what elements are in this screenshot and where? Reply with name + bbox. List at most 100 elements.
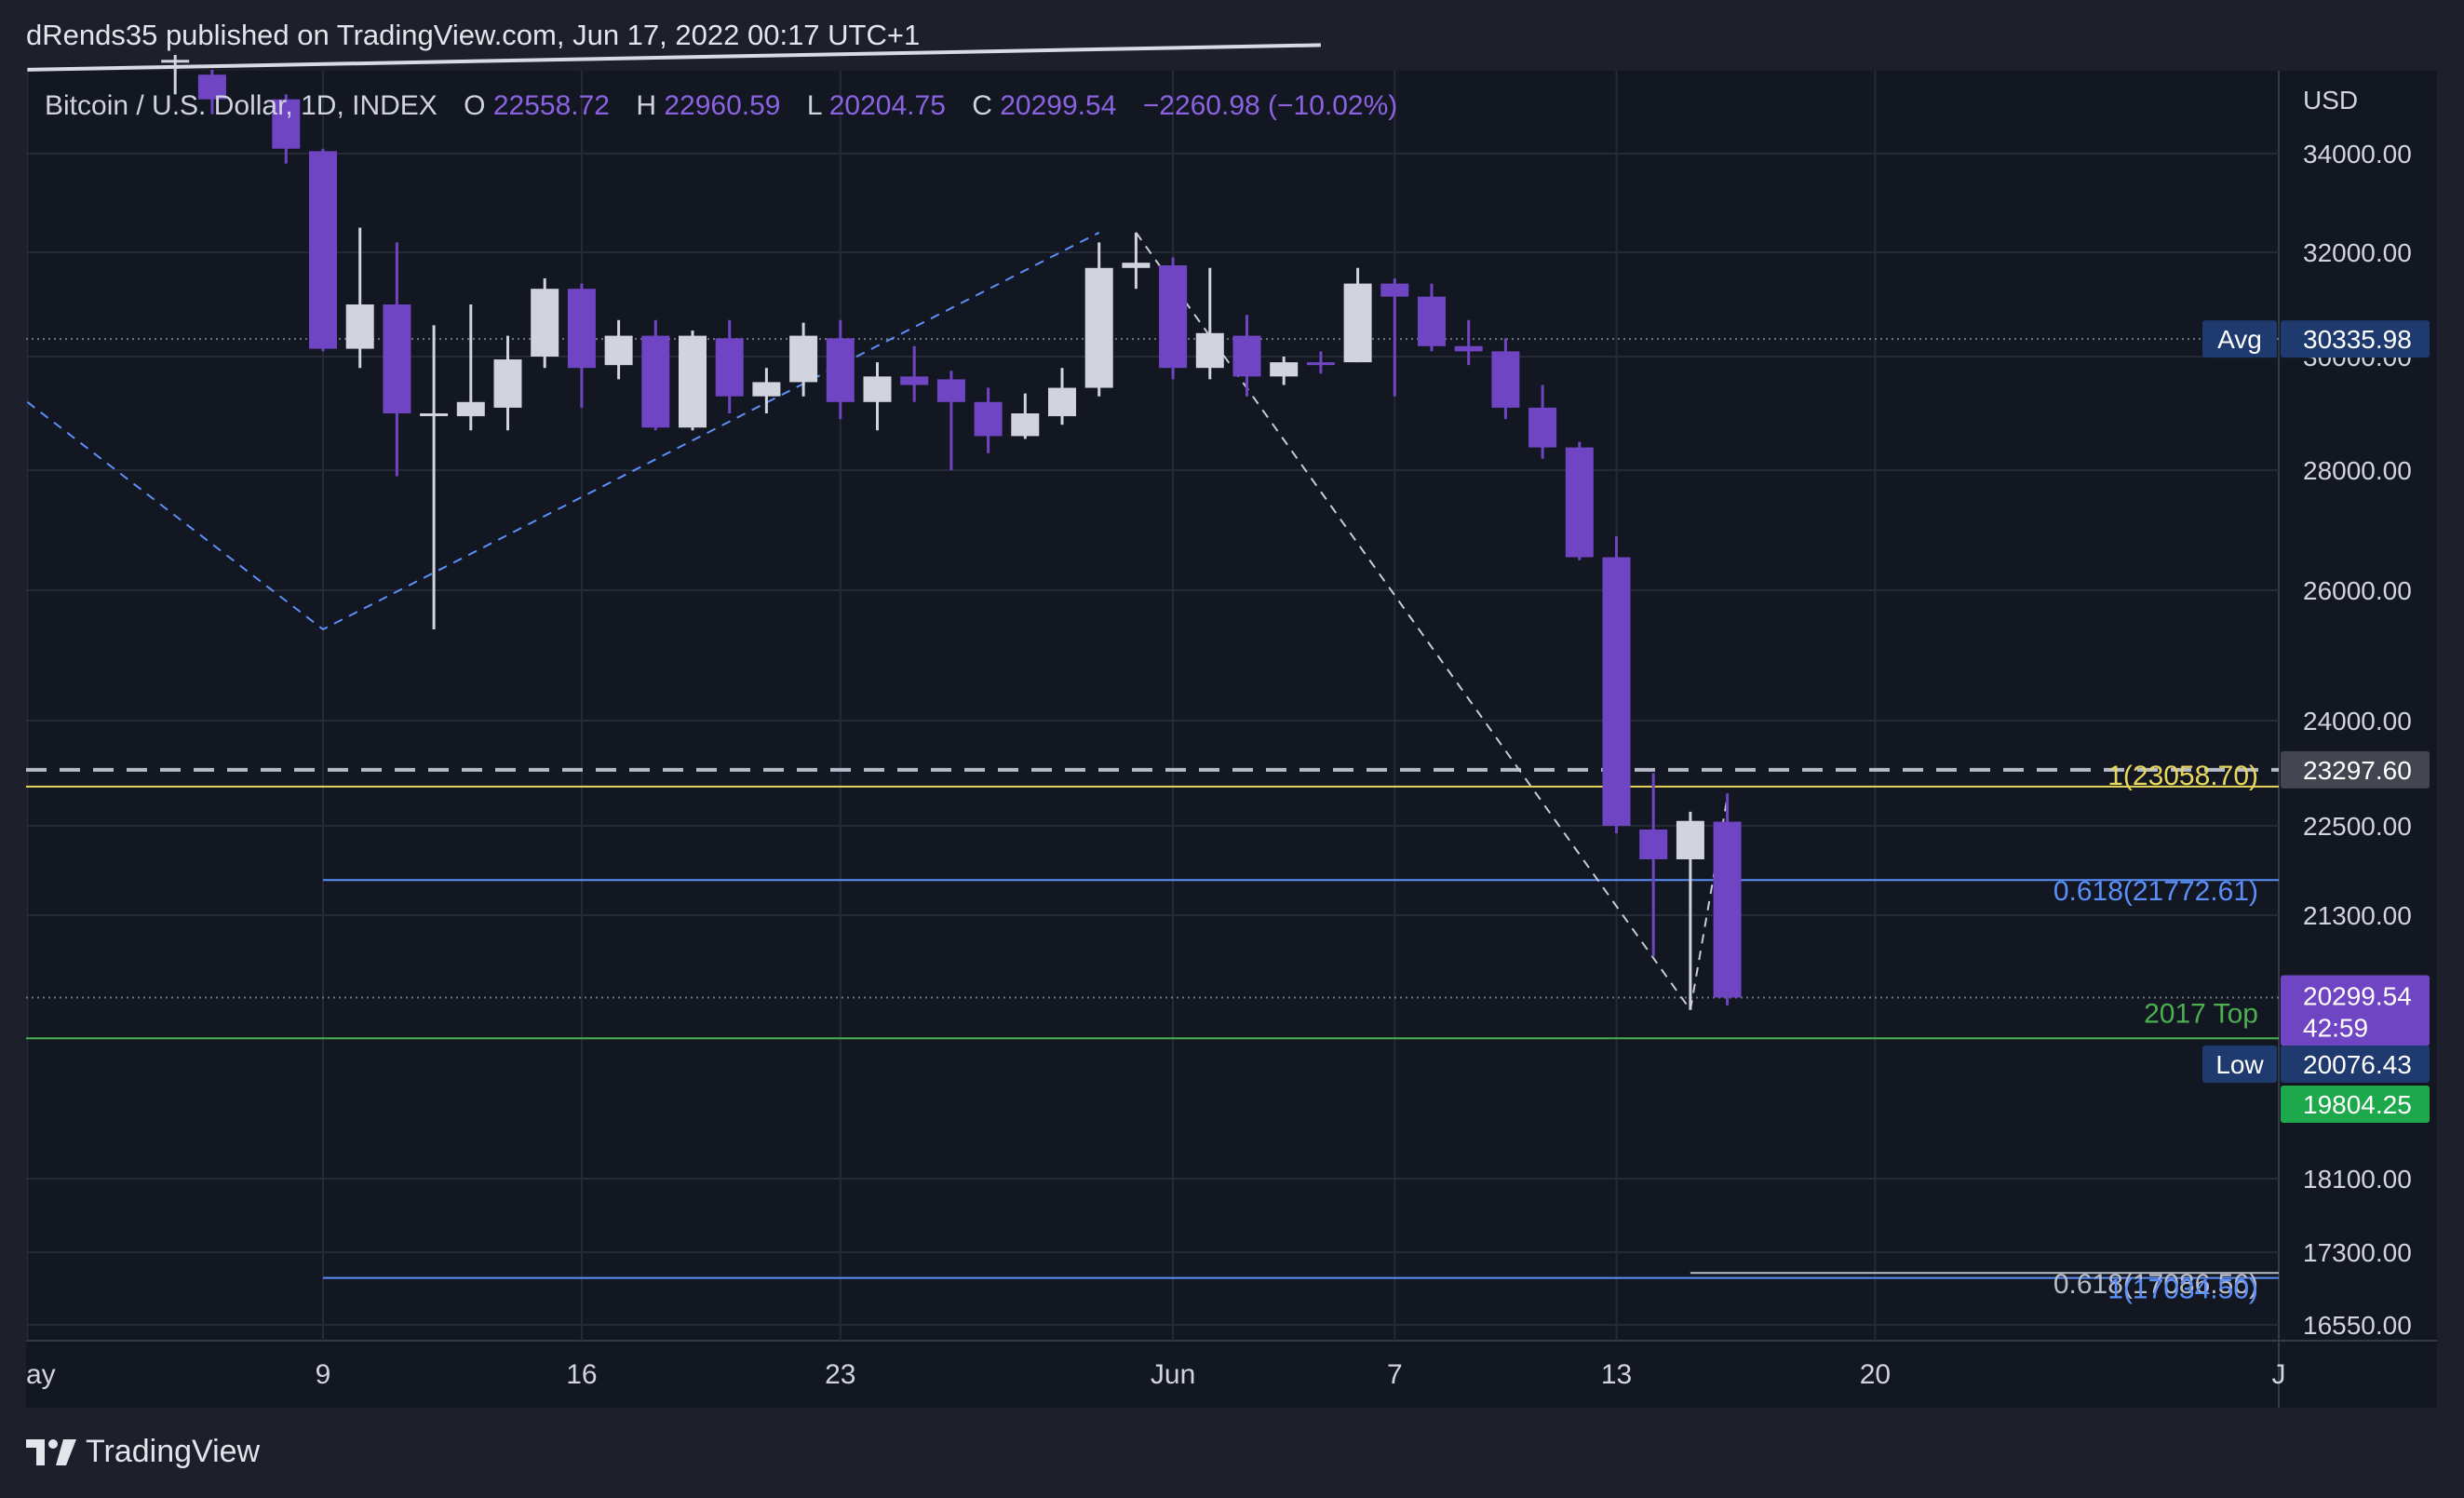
candle-body bbox=[345, 304, 374, 349]
candle-body bbox=[567, 289, 596, 369]
candle[interactable] bbox=[900, 345, 929, 402]
candle-body bbox=[863, 376, 892, 402]
candle-body bbox=[1418, 296, 1446, 346]
candle[interactable] bbox=[1048, 368, 1076, 425]
candle-body bbox=[1454, 345, 1483, 352]
trendline-blue-dashed-zigzag bbox=[26, 231, 1100, 631]
candle[interactable] bbox=[1491, 338, 1520, 420]
candle-body bbox=[936, 379, 965, 402]
low-side-tag-box bbox=[2202, 1046, 2277, 1083]
candle-body bbox=[1343, 283, 1372, 363]
candle[interactable] bbox=[1159, 257, 1188, 380]
candle-body bbox=[1676, 820, 1704, 859]
candle[interactable] bbox=[272, 94, 301, 164]
dashed-price-tag[interactable]: 23297.60 bbox=[2281, 750, 2430, 789]
candle[interactable] bbox=[1270, 357, 1299, 385]
candle[interactable] bbox=[531, 278, 559, 369]
tradingview-logo-icon bbox=[26, 1438, 76, 1465]
currency-label: USD bbox=[2303, 86, 2358, 115]
candle[interactable] bbox=[456, 304, 485, 431]
candle[interactable] bbox=[679, 331, 707, 431]
candle[interactable] bbox=[161, 55, 190, 95]
candle[interactable] bbox=[1454, 319, 1483, 366]
y-tick-label: 17300.00 bbox=[2303, 1238, 2412, 1267]
candle-body bbox=[604, 335, 633, 366]
candle[interactable] bbox=[1011, 393, 1040, 439]
footer bbox=[0, 1408, 2464, 1498]
y-tick-label: 22500.00 bbox=[2303, 812, 2412, 841]
candle[interactable] bbox=[715, 319, 744, 413]
candle-body bbox=[974, 401, 1003, 437]
candle[interactable] bbox=[604, 319, 633, 380]
candle-body bbox=[1565, 447, 1594, 558]
candle[interactable] bbox=[826, 319, 855, 420]
candle[interactable] bbox=[1380, 278, 1409, 397]
tradingview-logo[interactable]: TradingView bbox=[26, 1434, 260, 1470]
candle-body bbox=[1011, 413, 1040, 437]
candle[interactable] bbox=[197, 69, 226, 115]
top-price-tag[interactable]: 19804.25 bbox=[2281, 1086, 2430, 1123]
candle[interactable] bbox=[1343, 267, 1372, 363]
candle[interactable] bbox=[1122, 232, 1151, 290]
candle[interactable] bbox=[1639, 773, 1668, 957]
y-tick-label: 24000.00 bbox=[2303, 707, 2412, 736]
candle-body bbox=[1159, 265, 1188, 369]
candle[interactable] bbox=[420, 325, 449, 629]
candle[interactable] bbox=[752, 368, 781, 413]
candle-body bbox=[789, 335, 818, 383]
candle[interactable] bbox=[789, 322, 818, 397]
candle[interactable] bbox=[383, 242, 411, 477]
candle[interactable] bbox=[1565, 441, 1594, 560]
svg-text:Bitcoin / U.S. Dollar, 1D, IND: Bitcoin / U.S. Dollar, 1D, INDEX O 22558… bbox=[45, 90, 1397, 121]
legend-low-label: L bbox=[807, 90, 822, 121]
x-tick-label: ay bbox=[26, 1359, 56, 1390]
candle-body bbox=[531, 289, 559, 357]
candle[interactable] bbox=[1195, 267, 1224, 380]
legend-low: 20204.75 bbox=[829, 90, 946, 121]
y-tick-label: 28000.00 bbox=[2303, 456, 2412, 485]
low-side-tag-text: Low bbox=[2215, 1050, 2264, 1079]
legend-high-label: H bbox=[636, 90, 656, 121]
candle[interactable] bbox=[641, 319, 670, 431]
candle[interactable] bbox=[936, 371, 965, 470]
candle-body bbox=[1639, 830, 1668, 859]
candle[interactable] bbox=[1306, 351, 1335, 374]
low-price-value: 20076.43 bbox=[2303, 1050, 2412, 1079]
candle[interactable] bbox=[567, 283, 596, 408]
candle[interactable] bbox=[1232, 315, 1261, 397]
candle[interactable] bbox=[1528, 385, 1557, 459]
last-price-timer: 42:59 bbox=[2303, 1013, 2368, 1042]
tradingview-brand: TradingView bbox=[86, 1434, 261, 1469]
candle[interactable] bbox=[1084, 242, 1113, 397]
y-tick-label: 18100.00 bbox=[2303, 1165, 2412, 1194]
candle-body bbox=[456, 401, 485, 417]
candle[interactable] bbox=[863, 362, 892, 431]
candle-body bbox=[1528, 407, 1557, 448]
candle-body bbox=[679, 335, 707, 428]
legend-high: 22960.59 bbox=[664, 90, 780, 121]
trendline-upper-trendline bbox=[27, 43, 1321, 72]
level-label-fib-1-17034: 1(17034.50) bbox=[2107, 1275, 2258, 1305]
last-price-value: 20299.54 bbox=[2303, 981, 2412, 1010]
candle-body bbox=[309, 151, 337, 349]
candle[interactable] bbox=[345, 227, 374, 369]
last-price-tag[interactable]: 20299.54 42:59 bbox=[2281, 975, 2430, 1046]
x-tick-label: Jun bbox=[1151, 1359, 1195, 1390]
avg-price-tag[interactable]: 30335.98 bbox=[2281, 320, 2430, 358]
candle[interactable] bbox=[1418, 283, 1446, 352]
candle[interactable] bbox=[493, 335, 522, 431]
low-side-tag: Low bbox=[2202, 1046, 2277, 1083]
avg-side-tag-box bbox=[2202, 320, 2277, 358]
candle[interactable] bbox=[1602, 535, 1631, 833]
candle[interactable] bbox=[1676, 811, 1704, 1010]
y-tick-label: 16550.00 bbox=[2303, 1311, 2412, 1340]
avg-price-tag-box bbox=[2281, 320, 2430, 358]
header-bar: dRends35 published on TradingView.com, J… bbox=[0, 0, 2464, 71]
low-price-tag[interactable]: 20076.43 bbox=[2281, 1046, 2430, 1083]
candle[interactable] bbox=[309, 148, 337, 352]
level-label-fib-0618-17086: 0.618(17086.56) bbox=[2053, 1269, 2258, 1300]
candle-body bbox=[1602, 557, 1631, 826]
candle[interactable] bbox=[1713, 793, 1742, 1005]
candle[interactable] bbox=[974, 387, 1003, 453]
